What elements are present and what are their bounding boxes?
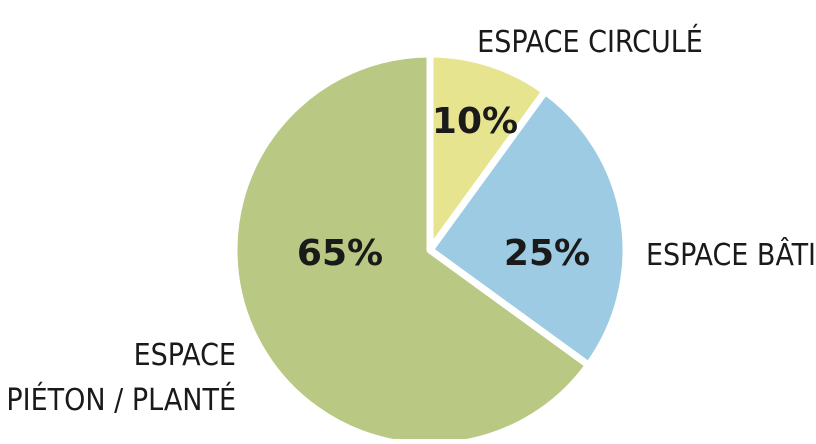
pie-labels: 10% 25% 65% ESPACE CIRCULÉ ESPACE BÂTI E… <box>6 24 816 418</box>
category-label: ESPACE <box>134 338 236 373</box>
slice-value-label: 65% <box>297 233 383 274</box>
slice-value-label: 10% <box>432 101 518 142</box>
pie-slice <box>426 50 549 254</box>
category-label: PIÉTON / PLANTÉ <box>6 382 236 418</box>
pie-slice <box>426 87 630 369</box>
pie-slices <box>230 50 630 444</box>
category-label: ESPACE CIRCULÉ <box>477 24 703 60</box>
category-label: ESPACE BÂTI <box>646 237 816 273</box>
pie-slice <box>230 50 593 444</box>
slice-value-label: 25% <box>504 233 590 274</box>
